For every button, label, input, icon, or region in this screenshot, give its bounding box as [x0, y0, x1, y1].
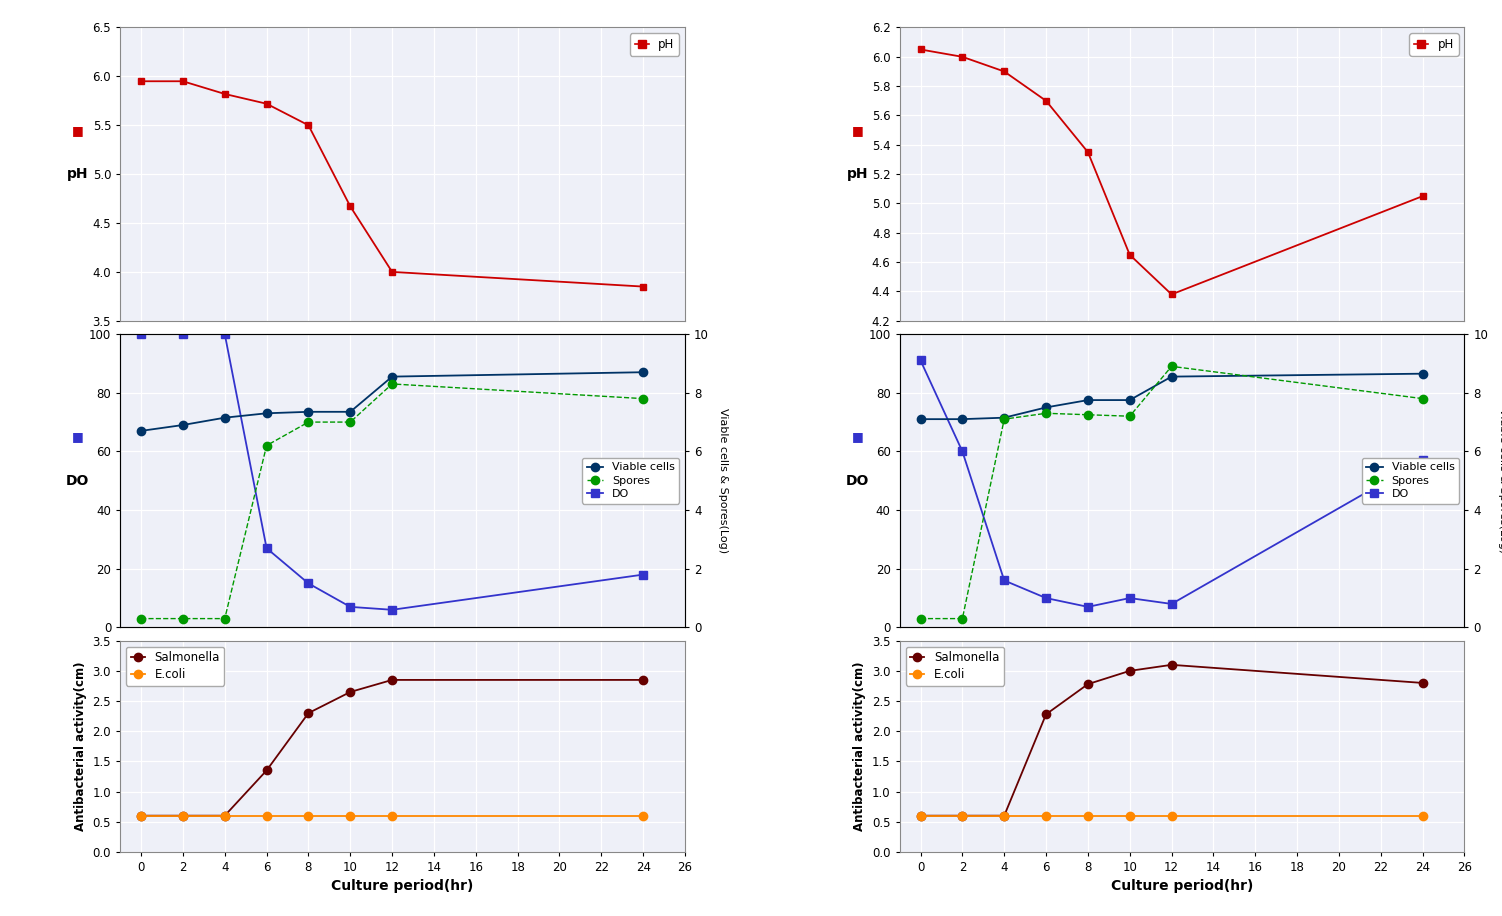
- Text: ■: ■: [852, 124, 864, 136]
- Y-axis label: Antibacterial activity(cm): Antibacterial activity(cm): [74, 661, 87, 831]
- Y-axis label: Antibacterial activity(cm): Antibacterial activity(cm): [853, 661, 867, 831]
- Text: pH: pH: [847, 167, 868, 181]
- Legend: Viable cells, Spores, DO: Viable cells, Spores, DO: [1362, 458, 1458, 504]
- X-axis label: Culture period(hr): Culture period(hr): [1111, 879, 1253, 893]
- Text: ■: ■: [72, 124, 84, 136]
- Text: pH: pH: [68, 167, 89, 181]
- Legend: Salmonella, E.coli: Salmonella, E.coli: [906, 647, 1003, 685]
- Text: DO: DO: [846, 474, 870, 487]
- Text: ■: ■: [72, 431, 84, 443]
- Legend: Salmonella, E.coli: Salmonella, E.coli: [126, 647, 224, 685]
- Legend: pH: pH: [629, 33, 679, 56]
- Text: ■: ■: [852, 431, 864, 443]
- X-axis label: Culture period(hr): Culture period(hr): [332, 879, 473, 893]
- Legend: Viable cells, Spores, DO: Viable cells, Spores, DO: [583, 458, 679, 504]
- Y-axis label: Viable cells & Spores(Log): Viable cells & Spores(Log): [718, 409, 728, 553]
- Legend: pH: pH: [1409, 33, 1458, 56]
- Text: DO: DO: [66, 474, 90, 487]
- Y-axis label: Viable cells & Spores(Log): Viable cells & Spores(Log): [1497, 409, 1502, 553]
